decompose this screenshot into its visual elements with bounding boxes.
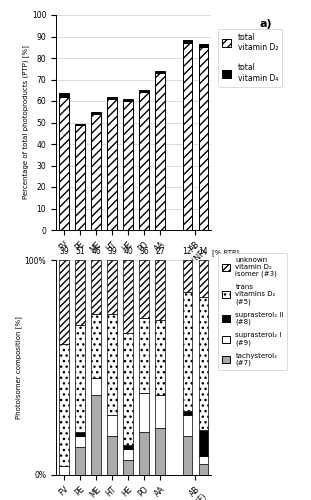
Bar	[107, 415, 117, 436]
Bar	[91, 112, 101, 114]
Bar	[183, 410, 192, 415]
Bar	[75, 324, 85, 432]
Bar	[91, 260, 101, 314]
Bar	[199, 296, 208, 430]
Bar	[107, 260, 117, 314]
Text: a): a)	[260, 20, 272, 30]
Bar	[75, 124, 85, 230]
Text: 51: 51	[75, 246, 85, 256]
Bar	[107, 99, 117, 230]
Text: 39: 39	[59, 246, 69, 256]
Bar	[183, 436, 192, 475]
Bar	[156, 320, 165, 396]
Bar	[199, 430, 208, 456]
Bar	[91, 378, 101, 396]
Bar	[123, 445, 133, 449]
Legend: total
vitamin D₂, total
vitamin D₄: total vitamin D₂, total vitamin D₄	[218, 29, 282, 86]
Bar	[156, 73, 165, 230]
Legend: unknown
vitamin D₂
isomer (#3), trans
vitamins D₂
(#5), suprasterol₂ II
(#8), su: unknown vitamin D₂ isomer (#3), trans vi…	[218, 254, 287, 370]
Bar	[199, 48, 208, 230]
Text: 36: 36	[139, 246, 149, 256]
Bar	[75, 436, 85, 447]
Bar	[59, 96, 69, 230]
Bar	[75, 260, 85, 324]
Y-axis label: Percentage of total photoproducts (PTP) [%]: Percentage of total photoproducts (PTP) …	[22, 46, 29, 200]
Text: [% PTP]: [% PTP]	[212, 249, 239, 256]
Bar	[123, 449, 133, 460]
Bar	[183, 292, 192, 410]
Bar	[59, 466, 69, 475]
Bar	[91, 396, 101, 475]
Bar	[139, 260, 149, 318]
Text: 27: 27	[156, 246, 165, 256]
Bar	[156, 260, 165, 320]
Bar	[91, 314, 101, 378]
Bar	[59, 344, 69, 467]
Bar	[107, 314, 117, 415]
Bar	[123, 99, 133, 101]
Bar	[156, 428, 165, 475]
Text: 14: 14	[199, 246, 208, 256]
Text: 12: 12	[183, 246, 192, 256]
Bar	[199, 456, 208, 464]
Bar	[199, 464, 208, 475]
Bar	[156, 71, 165, 73]
Bar	[91, 114, 101, 230]
Bar	[139, 432, 149, 475]
Bar	[59, 260, 69, 344]
Bar	[75, 447, 85, 475]
Bar	[183, 415, 192, 436]
Bar	[156, 396, 165, 428]
Bar	[123, 101, 133, 230]
Bar	[183, 40, 192, 43]
Bar	[199, 44, 208, 48]
Text: 46: 46	[91, 246, 101, 256]
Bar	[139, 318, 149, 394]
Text: b): b)	[259, 264, 272, 274]
Bar	[123, 333, 133, 445]
Bar	[59, 94, 69, 96]
Bar	[107, 436, 117, 475]
Bar	[123, 260, 133, 333]
Text: 40: 40	[123, 246, 133, 256]
Bar	[75, 432, 85, 436]
Bar	[123, 460, 133, 475]
Bar	[183, 260, 192, 292]
Bar	[139, 394, 149, 432]
Bar	[139, 90, 149, 92]
Bar	[139, 92, 149, 230]
Bar	[199, 260, 208, 296]
Text: 39: 39	[107, 246, 117, 256]
Bar	[107, 96, 117, 99]
Y-axis label: Photoisomer composition [%]: Photoisomer composition [%]	[15, 316, 22, 419]
Bar	[183, 43, 192, 230]
